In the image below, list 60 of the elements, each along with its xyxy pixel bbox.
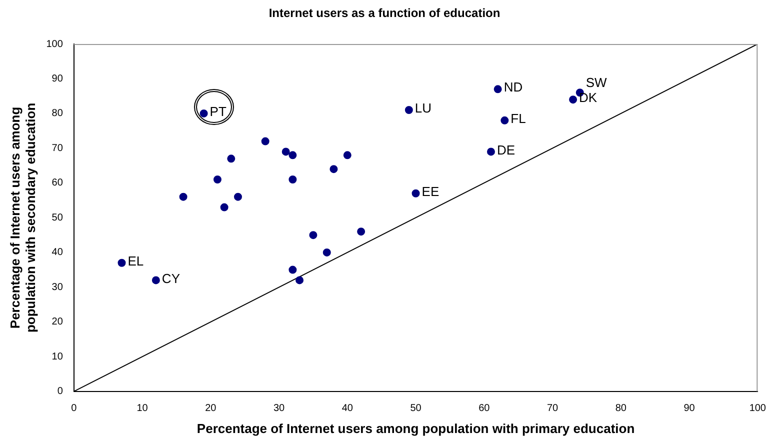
- x-tick-label: 70: [546, 403, 559, 414]
- annotation: EE: [422, 184, 440, 199]
- point: [330, 165, 338, 174]
- point: [296, 276, 304, 284]
- annotation: LU: [414, 100, 432, 116]
- point: [200, 109, 208, 118]
- point: [288, 151, 297, 160]
- point: [322, 248, 331, 256]
- chart-title: Internet users as a function of education: [268, 6, 502, 20]
- point: [282, 148, 290, 156]
- point: [357, 228, 366, 236]
- y-tick-label: 70: [52, 142, 64, 154]
- annotation: EL: [128, 253, 144, 268]
- y-tick-label: 90: [52, 73, 64, 84]
- x-tick-label: 50: [410, 403, 422, 414]
- point: [569, 96, 578, 104]
- point: [412, 189, 420, 198]
- x-tick-label: 60: [478, 403, 490, 414]
- point: [220, 203, 228, 212]
- annotation: CY: [162, 270, 180, 286]
- point: [486, 148, 495, 156]
- y-tick-label: 20: [52, 316, 64, 328]
- y-tick-label: 30: [52, 282, 64, 293]
- point: [288, 266, 297, 274]
- point: [343, 151, 352, 160]
- x-tick-label: 90: [684, 403, 696, 414]
- x-tick-label: 100: [749, 403, 766, 414]
- x-axis-title: Percentage of Internet users among population with primary education: [196, 420, 635, 436]
- x-tick-label: 20: [205, 403, 217, 414]
- y-axis-title: Percentage of Internet users among population with secondary education: [7, 102, 38, 333]
- point: [152, 276, 160, 284]
- annotation: DK: [579, 90, 598, 106]
- x-tick-label: 0: [71, 403, 78, 414]
- x-tick-label: 30: [273, 403, 286, 414]
- annotation: PT: [210, 104, 226, 120]
- annotation: DE: [496, 142, 516, 158]
- y-tick-label: 50: [52, 212, 64, 224]
- y-tick-label: 0: [57, 386, 64, 398]
- point: [288, 175, 297, 184]
- annotation: ND: [504, 80, 523, 95]
- y-tick-label: 80: [52, 108, 64, 120]
- point: [494, 85, 502, 94]
- y-tick-label: 100: [46, 38, 64, 50]
- x-tick-label: 40: [342, 403, 354, 414]
- point: [404, 106, 413, 114]
- x-tick-label: 80: [615, 403, 627, 414]
- point: [227, 154, 236, 163]
- x-tick-label: 10: [136, 403, 148, 414]
- point: [234, 192, 242, 201]
- y-tick-label: 60: [52, 178, 64, 189]
- annotation: SW: [586, 75, 608, 90]
- point: [309, 231, 318, 240]
- point: [118, 258, 126, 267]
- point: [213, 175, 222, 184]
- point: [261, 137, 270, 146]
- point: [500, 116, 509, 124]
- y-tick-label: 10: [52, 351, 64, 362]
- y-tick-label: 40: [52, 247, 64, 258]
- point: [179, 192, 188, 201]
- annotation: FL: [510, 111, 526, 126]
